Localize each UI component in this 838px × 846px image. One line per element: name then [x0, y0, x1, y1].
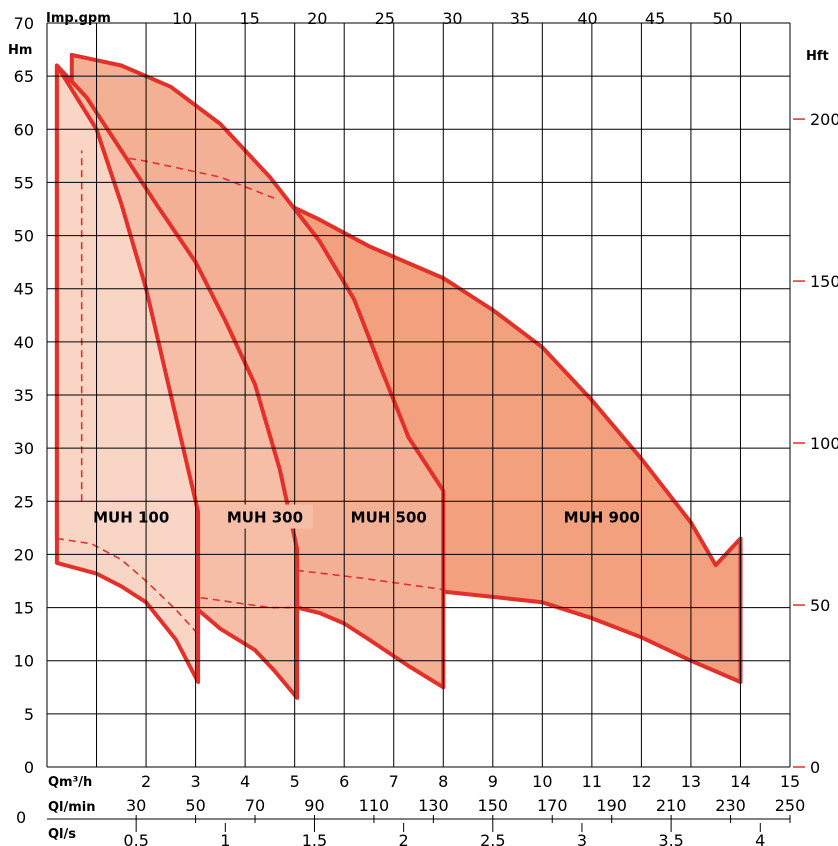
y-left-tick: 70 — [14, 14, 34, 33]
x-top-tick: 50 — [712, 9, 732, 28]
y-left-tick: 65 — [14, 67, 34, 86]
x-lmin-tick: 190 — [596, 796, 627, 815]
x-top-tick: 20 — [307, 9, 327, 28]
x-ls-tick: 3 — [577, 831, 587, 846]
dashed-curve — [56, 537, 199, 635]
x-m3h-tick: 14 — [730, 772, 750, 791]
dashed-curve — [81, 149, 276, 200]
x-lmin-tick: 130 — [418, 796, 449, 815]
y-left-unit: Hm — [8, 43, 32, 58]
area-label-muh-900: MUH 900 — [564, 509, 640, 527]
y-left-tick: 40 — [14, 333, 34, 352]
x-m3h-tick: 15 — [780, 772, 800, 791]
y-right-tick: 0 — [810, 758, 820, 777]
y-right-tick: 50 — [810, 596, 830, 615]
area-label-muh-300: MUH 300 — [227, 509, 303, 527]
y-left-tick: 0 — [24, 758, 34, 777]
y-right-tick: 150 — [810, 272, 838, 291]
x-m3h-tick: 6 — [339, 772, 349, 791]
x-m3h-tick: 2 — [141, 772, 151, 791]
x-ls-tick: 4 — [755, 831, 765, 846]
y-left-tick: 35 — [14, 386, 34, 405]
x-top-tick: 15 — [240, 9, 260, 28]
area-label-muh-500: MUH 500 — [351, 509, 427, 527]
y-right-unit: Hft — [806, 49, 829, 64]
x-ls-tick: 0.5 — [123, 831, 148, 846]
y-left-tick: 50 — [14, 227, 34, 246]
y-left-tick: 30 — [14, 439, 34, 458]
y-left-tick: 20 — [14, 545, 34, 564]
x-m3h-tick: 13 — [681, 772, 701, 791]
x-ls-unit: Ql/s — [48, 827, 76, 842]
y-left-tick: 10 — [14, 652, 34, 671]
x-m3h-tick: 5 — [290, 772, 300, 791]
x-m3h-unit: Qm³/h — [48, 775, 92, 790]
y-left-tick: 45 — [14, 280, 34, 299]
chart-grid — [46, 22, 791, 768]
area-muh-100 — [54, 63, 201, 684]
x-top-tick: 45 — [645, 9, 665, 28]
x-lmin-tick: 210 — [656, 796, 687, 815]
x-top-tick: 40 — [577, 9, 597, 28]
x-m3h-tick: 4 — [240, 772, 250, 791]
x-m3h-tick: 9 — [488, 772, 498, 791]
x-top-tick: 30 — [442, 9, 462, 28]
x-lmin-zero: 0 — [16, 808, 26, 827]
x-lmin-unit: Ql/min — [48, 800, 96, 815]
x-lmin-tick: 250 — [775, 796, 806, 815]
x-top-tick: 35 — [510, 9, 530, 28]
y-right-tick: 200 — [810, 110, 838, 129]
x-lmin-tick: 90 — [304, 796, 324, 815]
x-lmin-tick: 110 — [359, 796, 390, 815]
x-lmin-tick: 70 — [245, 796, 265, 815]
x-ls-tick: 2.5 — [480, 831, 505, 846]
x-m3h-tick: 11 — [582, 772, 602, 791]
pump-areas — [54, 52, 743, 700]
y-left-tick: 60 — [14, 120, 34, 139]
x-lmin-tick: 170 — [537, 796, 568, 815]
area-label-muh-100: MUH 100 — [93, 509, 169, 527]
y-left-tick: 5 — [24, 705, 34, 724]
x-m3h-tick: 7 — [389, 772, 399, 791]
x-ls-tick: 1 — [220, 831, 230, 846]
x-m3h-tick: 8 — [438, 772, 448, 791]
y-right-tick: 100 — [810, 434, 838, 453]
y-left-tick: 25 — [14, 492, 34, 511]
x-lmin-tick: 30 — [126, 796, 146, 815]
x-top-tick: 25 — [375, 9, 395, 28]
x-ls-tick: 3.5 — [658, 831, 683, 846]
x-lmin-tick: 150 — [478, 796, 509, 815]
x-m3h-tick: 3 — [191, 772, 201, 791]
label-background — [216, 504, 313, 529]
y-left-tick: 15 — [14, 599, 34, 618]
x-top-tick: 10 — [172, 9, 192, 28]
x-m3h-tick: 10 — [532, 772, 552, 791]
y-left-tick: 55 — [14, 173, 34, 192]
x-m3h-tick: 12 — [631, 772, 651, 791]
x-top-unit: Imp.gpm — [46, 11, 111, 26]
x-lmin-tick: 50 — [185, 796, 205, 815]
x-ls-tick: 1.5 — [302, 831, 327, 846]
x-ls-tick: 2 — [399, 831, 409, 846]
x-lmin-tick: 230 — [715, 796, 746, 815]
